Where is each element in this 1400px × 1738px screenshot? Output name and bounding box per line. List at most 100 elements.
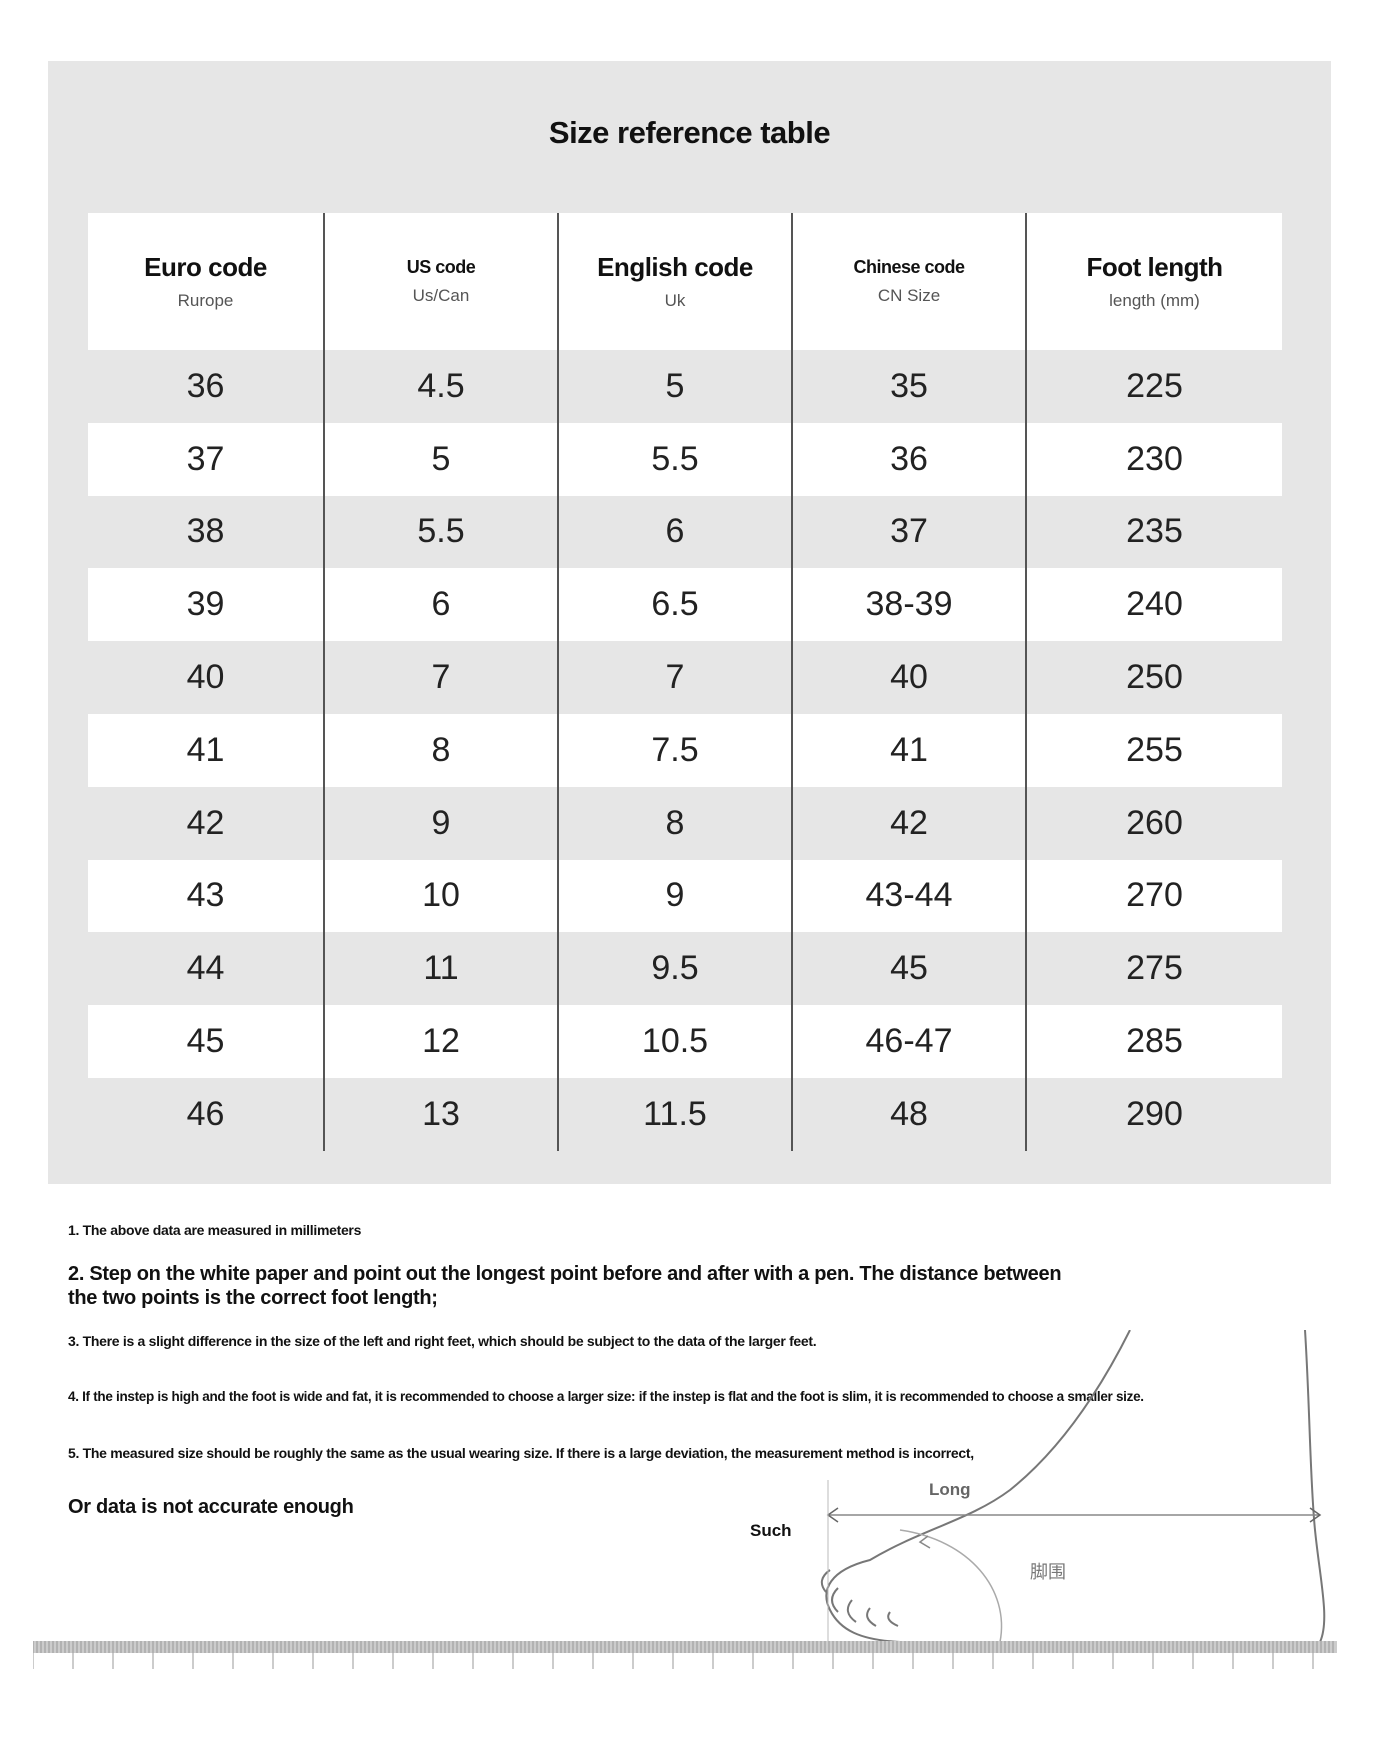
- table-cell: 5: [559, 350, 793, 423]
- cell-value: 8: [431, 730, 451, 769]
- table-cell: 38-39: [793, 568, 1027, 642]
- table-cell: 4.5: [325, 350, 559, 423]
- table-cell: 10: [325, 859, 559, 933]
- column-header: Chinese code CN Size: [793, 213, 1027, 350]
- cell-value: 44: [186, 949, 225, 988]
- table-cell: 255: [1027, 714, 1282, 787]
- column-title: Foot length: [1086, 252, 1223, 282]
- cell-value: 40: [186, 658, 225, 697]
- note-5: 5. The measured size should be roughly t…: [68, 1445, 974, 1461]
- cell-value: 36: [186, 366, 225, 405]
- such-label: Such: [750, 1521, 792, 1540]
- cell-value: 40: [890, 658, 928, 697]
- cell-value: 12: [422, 1022, 460, 1061]
- table-cell: 7.5: [559, 713, 793, 787]
- table-cell: 270: [1027, 860, 1282, 933]
- cell-value: 48: [890, 1094, 928, 1133]
- column-subtitle: Us/Can: [412, 286, 470, 305]
- table-cell: 45: [88, 1005, 325, 1078]
- column-subtitle: CN Size: [877, 286, 941, 305]
- table-row: 44 11 9.5 45 275: [88, 932, 1282, 1006]
- cell-value: 46-47: [865, 1022, 953, 1061]
- column-header: English code Uk: [559, 213, 793, 350]
- table-cell: 230: [1027, 423, 1282, 496]
- cell-value: 45: [890, 949, 928, 988]
- cell-value: 6.5: [651, 585, 699, 624]
- table-cell: 40: [88, 641, 325, 714]
- table-cell: 8: [559, 786, 793, 860]
- table-cell: 290: [1027, 1078, 1282, 1151]
- note-2: 2. Step on the white paper and point out…: [68, 1263, 1062, 1309]
- cell-value: 43-44: [865, 876, 953, 915]
- cell-value: 7: [431, 658, 451, 697]
- size-table: Euro code Rurope US code Us/Can English code…: [88, 213, 1282, 1151]
- table-cell: 8: [325, 713, 559, 787]
- cell-value: 37: [890, 512, 928, 551]
- table-cell: 5: [325, 422, 559, 496]
- table-cell: 6: [559, 495, 793, 569]
- table-cell: 6.5: [559, 568, 793, 642]
- cell-value: 260: [1126, 803, 1183, 842]
- table-cell: 11.5: [559, 1077, 793, 1151]
- table-cell: 7: [559, 641, 793, 714]
- cell-value: 46: [186, 1094, 225, 1133]
- cell-value: 290: [1126, 1094, 1183, 1133]
- table-cell: 12: [325, 1005, 559, 1078]
- cell-value: 5.5: [417, 512, 465, 551]
- cell-value: 9: [431, 803, 451, 842]
- table-row: 45 12 10.5 46-47 285: [88, 1005, 1282, 1078]
- cell-value: 235: [1126, 512, 1183, 551]
- table-cell: 38: [88, 495, 325, 569]
- cell-value: 9.5: [651, 949, 699, 988]
- table-cell: 46-47: [793, 1005, 1027, 1078]
- table-row: 43 10 9 43-44 270: [88, 859, 1282, 933]
- table-cell: 35: [793, 350, 1027, 423]
- table-cell: 48: [793, 1077, 1027, 1151]
- table-cell: 40: [793, 641, 1027, 714]
- cell-value: 285: [1126, 1022, 1183, 1061]
- column-header: US code Us/Can: [325, 213, 559, 350]
- note-4: 4. If the instep is high and the foot is…: [68, 1389, 1144, 1404]
- column-subtitle: Uk: [664, 291, 686, 310]
- table-cell: 5.5: [559, 422, 793, 496]
- cell-value: 42: [890, 803, 928, 842]
- table-cell: 43-44: [793, 859, 1027, 933]
- table-cell: 285: [1027, 1005, 1282, 1078]
- note-6: Or data is not accurate enough: [68, 1496, 354, 1518]
- table-cell: 42: [793, 786, 1027, 860]
- table-cell: 6: [325, 568, 559, 642]
- table-body: 36 4.5 5 35 225 37 5 5.5 36 230 38 5.5 6 37 235 39 6 6.5 3…: [88, 350, 1282, 1151]
- table-cell: 9.5: [559, 932, 793, 1006]
- table-cell: 37: [88, 422, 325, 496]
- table-header: Euro code Rurope US code Us/Can English code…: [88, 213, 1282, 350]
- foot-diagram: 脚围: [820, 1330, 1326, 1643]
- cell-value: 225: [1126, 366, 1183, 405]
- foot-circumference-label: 脚围: [1030, 1562, 1066, 1582]
- table-cell: 10.5: [559, 1005, 793, 1078]
- size-table-panel: Size reference table Euro code Rurope US c…: [48, 61, 1331, 1184]
- table-row: 40 7 7 40 250: [88, 641, 1282, 714]
- table-cell: 11: [325, 932, 559, 1006]
- table-cell: 235: [1027, 496, 1282, 569]
- cell-value: 5: [431, 439, 451, 478]
- table-cell: 37: [793, 495, 1027, 569]
- table-cell: 240: [1027, 568, 1282, 641]
- cell-value: 35: [890, 366, 928, 405]
- cell-value: 5: [665, 366, 685, 405]
- cell-value: 38: [186, 512, 225, 551]
- table-cell: 250: [1027, 641, 1282, 714]
- table-cell: 9: [559, 859, 793, 933]
- table-row: 42 9 8 42 260: [88, 786, 1282, 860]
- cell-value: 230: [1126, 439, 1183, 478]
- table-cell: 41: [88, 713, 325, 787]
- table-cell: 9: [325, 786, 559, 860]
- table-cell: 46: [88, 1077, 325, 1151]
- long-label: Long: [929, 1480, 971, 1499]
- cell-value: 45: [186, 1022, 225, 1061]
- cell-value: 37: [186, 439, 225, 478]
- table-cell: 7: [325, 641, 559, 714]
- table-title: Size reference table: [548, 115, 831, 150]
- cell-value: 41: [890, 730, 928, 769]
- cell-value: 39: [186, 585, 225, 624]
- cell-value: 10: [422, 876, 460, 915]
